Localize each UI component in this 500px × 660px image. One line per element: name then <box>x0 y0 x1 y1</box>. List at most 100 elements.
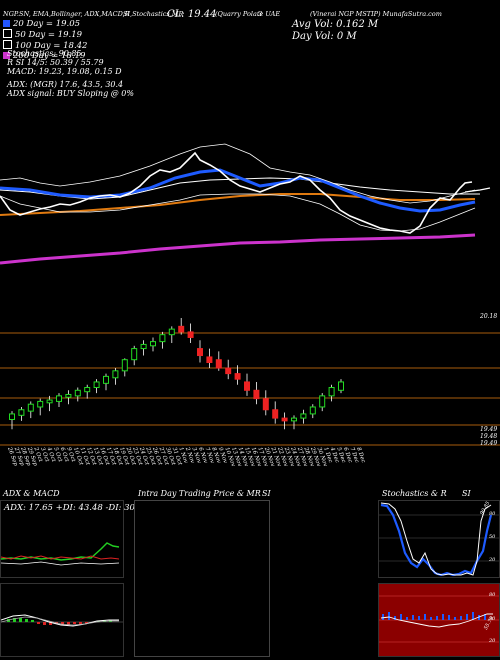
close-label: CL: 19.44 <box>167 9 217 20</box>
header-row1-num: 3 <box>258 10 263 18</box>
rsi-level-80: 80 <box>489 592 496 598</box>
intraday-panel <box>134 500 270 657</box>
date-tick-label: 9 Nov <box>217 447 229 465</box>
candle-body <box>253 389 260 400</box>
bollinger-upper-line <box>0 143 476 204</box>
candle-body <box>187 331 194 338</box>
adx-plus-di-line <box>1 542 120 561</box>
candle-body <box>281 417 288 422</box>
rsi-volume-bars <box>382 612 486 620</box>
candle-body <box>121 359 128 372</box>
candle-body <box>65 393 72 398</box>
ema-legend: 20 Day = 19.05 50 Day = 19.19 100 Day = 18… <box>3 19 87 61</box>
date-tick-label: 4 Dec <box>328 446 339 464</box>
candle-body <box>84 387 91 393</box>
header-row1-left: NGP.SN, EMA,Bollinger, ADX,MACD,R <box>3 10 130 18</box>
intraday-title: Intra Day Trading Price & MR <box>138 489 261 498</box>
date-tick-label: 3 Oct <box>39 447 50 464</box>
indicator-lines <box>0 143 491 265</box>
legend-label: 100 Day = 18.42 <box>15 41 88 51</box>
legend-label: 200 Day = 18.19 <box>13 51 86 61</box>
candle-body <box>225 367 232 375</box>
candle-body <box>319 395 326 408</box>
date-tick-label: 7 Dec <box>349 447 360 464</box>
legend-label: 20 Day = 19.05 <box>13 19 81 29</box>
candle-body <box>338 381 344 391</box>
adx-panel: ADX: 17.65 +DI: 43.48 -DI: 30.43 <box>0 500 148 578</box>
adx-line <box>1 561 120 566</box>
date-tick-label: 3 Nov <box>190 447 202 465</box>
legend-item: 100 Day = 18.42 <box>3 40 87 51</box>
candle-body <box>159 334 166 343</box>
legend-item: 200 Day = 18.19 <box>3 51 87 61</box>
stochastics-readout: Stochastics: 90.85 <box>7 49 82 58</box>
legend-swatch <box>3 20 10 27</box>
candle-body <box>272 409 279 419</box>
stoch-rsi-title: Stochastics & R <box>382 489 447 498</box>
macd-panel <box>0 583 124 657</box>
stochastic-d-line <box>380 502 492 576</box>
stoch-level-50: 50 <box>489 534 496 540</box>
date-tick-label: 4 Oct <box>45 446 56 464</box>
price-label-b3: 19.49 <box>480 440 498 447</box>
ema-100-line <box>0 193 476 216</box>
candle-body <box>262 398 269 411</box>
date-tick-label: 5 Oct <box>52 447 63 464</box>
stoch-level-20: 20 <box>489 557 496 563</box>
candle-body <box>168 328 175 336</box>
date-tick-label: 6 Nov <box>197 447 209 465</box>
rsi-panel: 80 50 20 55.79 <box>378 583 500 657</box>
candle-body <box>178 325 185 333</box>
price-label-b2: 19.48 <box>480 433 498 440</box>
date-tick-label: 7 Nov <box>204 447 216 465</box>
candle-body <box>112 370 119 379</box>
date-tick-label: 6 Dec <box>342 447 353 464</box>
avg-volume: Avg Vol: 0.162 M <box>292 19 379 30</box>
legend-item: 50 Day = 19.19 <box>3 29 87 40</box>
stochastics-panel: 80 50 20 90.85 <box>378 500 500 578</box>
candle-body <box>309 406 316 415</box>
rsi-level-20: 20 <box>489 638 496 644</box>
date-tick-label: 5 Dec <box>335 447 346 464</box>
macd-signal-line <box>1 616 119 626</box>
rsi-line <box>380 613 493 628</box>
legend-swatch <box>3 52 10 59</box>
adx-macd-title: ADX & MACD <box>3 489 60 498</box>
date-tick-label: 8 Nov <box>210 447 222 465</box>
date-tick-label: 8 Dec <box>355 447 366 464</box>
price-label-b1: 19.49 <box>480 426 498 433</box>
header-row1-right: (Quarry Polate UAE <box>215 10 281 18</box>
stoch-level-80: 80 <box>489 511 496 517</box>
candle-body <box>291 417 297 422</box>
candle-body <box>206 356 213 363</box>
candle-body <box>244 381 250 391</box>
stoch-si-label: SI <box>462 489 471 498</box>
rsi-readout: R SI 14/5: 50.39 / 55.79 <box>7 58 104 67</box>
price-gridlines <box>0 332 500 446</box>
candle-body <box>93 381 100 389</box>
macd-readout: MACD: 19.23, 19.08, 0.15 D <box>7 67 122 76</box>
candlestick-series <box>9 318 344 430</box>
rsi-level-50: 50 <box>489 616 496 622</box>
close-price-line <box>0 151 473 234</box>
date-tick-label: 1 Dec <box>322 447 333 464</box>
date-tick-label: 9 Oct <box>65 447 76 464</box>
header-row1-far: (Vinerai NGP MSTIP) MunafaSutra.com <box>310 10 442 18</box>
legend-item: 20 Day = 19.05 <box>3 19 87 29</box>
bollinger-lower-line <box>0 193 476 232</box>
candle-body <box>27 403 34 412</box>
candle-body <box>131 348 138 361</box>
candle-body <box>234 373 241 380</box>
price-label-top: 20.18 <box>480 313 498 320</box>
candle-body <box>37 400 44 408</box>
ema-200-line <box>0 233 476 265</box>
candle-body <box>56 395 62 402</box>
main-price-chart <box>0 143 500 446</box>
adx-readout: ADX: (MGR) 17.6, 43.5, 30.4 <box>7 80 124 89</box>
adx-values: ADX: 17.65 +DI: 43.48 -DI: 30.43 <box>4 503 149 513</box>
candle-body <box>140 343 147 350</box>
candle-body <box>18 409 25 416</box>
adx-minus-di-line <box>1 555 120 560</box>
candle-body <box>150 341 156 347</box>
